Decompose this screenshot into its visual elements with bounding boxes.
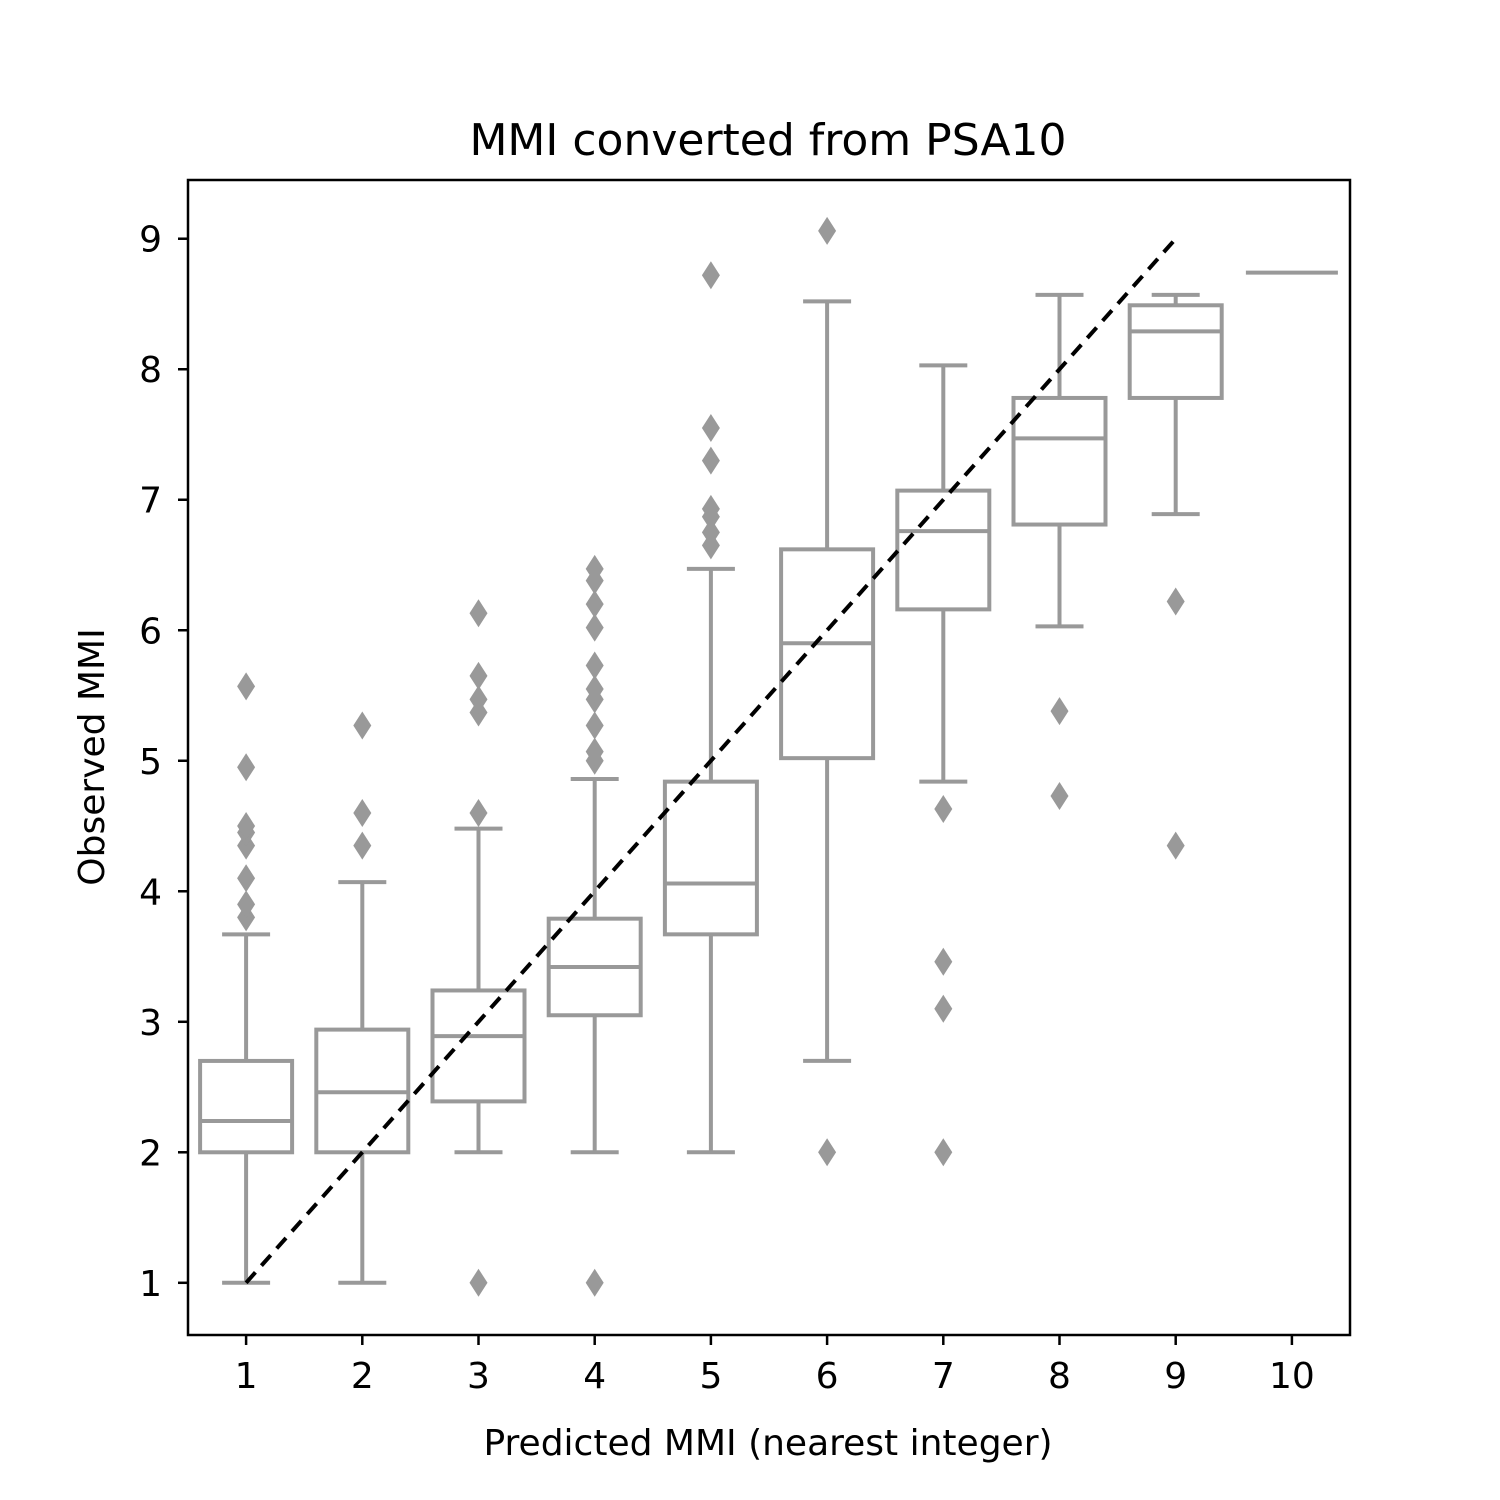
x-tick-label: 1 — [235, 1356, 258, 1397]
outlier-point — [818, 216, 837, 245]
outlier-point — [1050, 782, 1069, 810]
y-tick-label: 3 — [139, 1003, 162, 1044]
y-tick-label: 4 — [139, 872, 162, 913]
y-tick-label: 9 — [139, 220, 162, 261]
box-iqr — [1011, 395, 1108, 527]
outlier-point — [469, 1268, 488, 1297]
outlier-point — [701, 494, 720, 523]
outlier-point — [934, 994, 953, 1023]
outlier-point — [469, 599, 488, 628]
x-tick-label: 10 — [1269, 1356, 1315, 1397]
box-iqr — [430, 988, 527, 1104]
y-tick-label: 6 — [139, 611, 162, 652]
outlier-point — [469, 798, 488, 827]
x-tick-label: 5 — [699, 1356, 722, 1397]
outlier-point — [701, 413, 720, 442]
outlier-point — [469, 661, 488, 690]
box-iqr — [1127, 303, 1224, 400]
outlier-point — [585, 613, 604, 642]
outlier-point — [585, 1268, 604, 1297]
box-iqr — [779, 547, 876, 761]
box-iqr — [895, 488, 992, 612]
x-tick-label: 6 — [816, 1356, 839, 1397]
outlier-point — [585, 554, 604, 583]
box-iqr — [198, 1058, 295, 1155]
outlier-point — [1166, 587, 1185, 616]
reference-line — [244, 237, 1178, 1285]
outlier-point — [237, 672, 256, 701]
outlier-point — [237, 753, 256, 782]
y-tick-label: 7 — [139, 481, 162, 522]
outlier-point — [701, 261, 720, 290]
outlier-point — [701, 446, 720, 475]
outlier-point — [469, 685, 488, 714]
x-tick-label: 2 — [351, 1356, 374, 1397]
outlier-point — [237, 812, 256, 841]
outlier-point — [353, 711, 372, 740]
axes-frame — [186, 178, 1352, 1337]
y-axis-label: Observed MMI — [72, 628, 113, 885]
outlier-point — [237, 864, 256, 893]
y-tick-label: 5 — [139, 742, 162, 783]
x-tick-label: 8 — [1048, 1356, 1071, 1397]
y-tick-label: 1 — [139, 1264, 162, 1305]
chart-title: MMI converted from PSA10 — [469, 115, 1066, 166]
x-tick-label: 3 — [467, 1356, 490, 1397]
box-iqr — [662, 779, 759, 937]
outlier-point — [353, 798, 372, 827]
plot-area: 1 2 3 4 5 6 7 8 9 10 1 2 3 4 5 6 7 8 9 — [139, 178, 1352, 1397]
y-tick-label: 2 — [139, 1133, 162, 1174]
outlier-point — [818, 1138, 837, 1167]
outlier-point — [585, 674, 604, 703]
outlier-point — [1050, 697, 1069, 726]
outlier-point — [701, 518, 720, 547]
outlier-point — [934, 1138, 953, 1167]
x-tick-label: 4 — [583, 1356, 606, 1397]
outlier-point — [934, 795, 953, 824]
outlier-point — [353, 831, 372, 860]
outlier-point — [1166, 831, 1185, 860]
outlier-point — [585, 590, 604, 619]
outlier-point — [585, 651, 604, 680]
x-tick-label: 7 — [932, 1356, 955, 1397]
y-tick-label: 8 — [139, 350, 162, 391]
outlier-point — [585, 737, 604, 766]
outlier-point — [585, 711, 604, 740]
outlier-point — [237, 890, 256, 919]
outlier-point — [934, 947, 953, 976]
x-tick-label: 9 — [1164, 1356, 1187, 1397]
x-axis-label: Predicted MMI (nearest integer) — [483, 1423, 1052, 1464]
